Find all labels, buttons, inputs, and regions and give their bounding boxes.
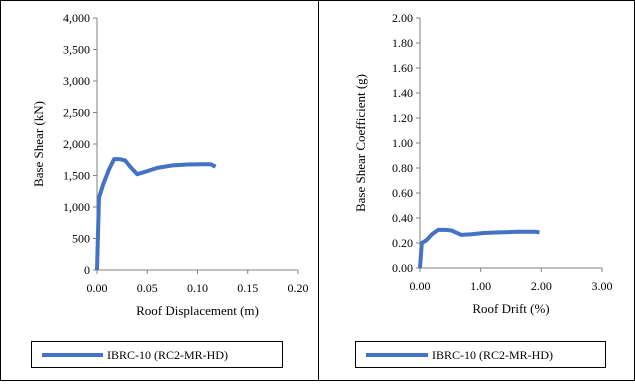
x-tick-label: 0.20 bbox=[288, 281, 309, 295]
series-line-1 bbox=[418, 227, 540, 269]
y-tick-label: 1.40 bbox=[392, 86, 413, 100]
x-tick-label: 1.00 bbox=[470, 279, 491, 293]
y-tick-label: 500 bbox=[72, 232, 90, 246]
x-tick-label: 0.10 bbox=[187, 281, 208, 295]
y-tick-label: 0 bbox=[84, 263, 90, 277]
y-tick-label: 0.60 bbox=[392, 186, 413, 200]
x-tick-label: 2.00 bbox=[531, 279, 552, 293]
x-tick-label: 0.15 bbox=[237, 281, 258, 295]
y-tick-label: 0.20 bbox=[392, 236, 413, 250]
x-axis-title: Roof Drift (%) bbox=[472, 301, 549, 316]
legend: IBRC-10 (RC2-MR-HD) bbox=[355, 341, 606, 368]
y-tick-label: 0.00 bbox=[392, 261, 413, 275]
y-axis-title: Base Shear Coefficient (g) bbox=[353, 74, 368, 212]
y-tick-label: 0.40 bbox=[392, 211, 413, 225]
y-tick-label: 2.00 bbox=[392, 11, 413, 25]
x-tick-label: 3.00 bbox=[592, 279, 613, 293]
series-line-1 bbox=[95, 157, 217, 271]
y-tick-label: 1,000 bbox=[63, 200, 90, 214]
x-tick-label: 0.05 bbox=[137, 281, 158, 295]
y-tick-label: 1,500 bbox=[63, 169, 90, 183]
y-tick-label: 3,000 bbox=[63, 74, 90, 88]
y-tick-label: 1.60 bbox=[392, 61, 413, 75]
legend-label: IBRC-10 (RC2-MR-HD) bbox=[107, 348, 228, 362]
y-tick-label: 3,500 bbox=[63, 43, 90, 57]
legend-label: IBRC-10 (RC2-MR-HD) bbox=[432, 348, 553, 362]
x-tick-label: 0.00 bbox=[87, 281, 108, 295]
legend: IBRC-10 (RC2-MR-HD) bbox=[31, 341, 283, 368]
x-tick-label: 0.00 bbox=[410, 279, 431, 293]
y-tick-label: 4,000 bbox=[63, 11, 90, 25]
y-axis-title: Base Shear (kN) bbox=[31, 101, 46, 187]
chart-panel-1: 0 500 1,000 1,500 2,000 2,500 3,000 3,500 4,000 0… bbox=[31, 11, 309, 368]
y-tick-label: 2,000 bbox=[63, 137, 90, 151]
x-axis-title: Roof Displacement (m) bbox=[136, 303, 259, 318]
chart-panel-2: 0.00 0.20 0.40 0.60 0.80 1.00 1.20 1.40 1.60 1.80… bbox=[353, 11, 613, 368]
y-tick-label: 2,500 bbox=[63, 106, 90, 120]
y-tick-label: 1.80 bbox=[392, 36, 413, 50]
y-tick-label: 0.80 bbox=[392, 161, 413, 175]
y-tick-label: 1.20 bbox=[392, 111, 413, 125]
y-tick-label: 1.00 bbox=[392, 136, 413, 150]
